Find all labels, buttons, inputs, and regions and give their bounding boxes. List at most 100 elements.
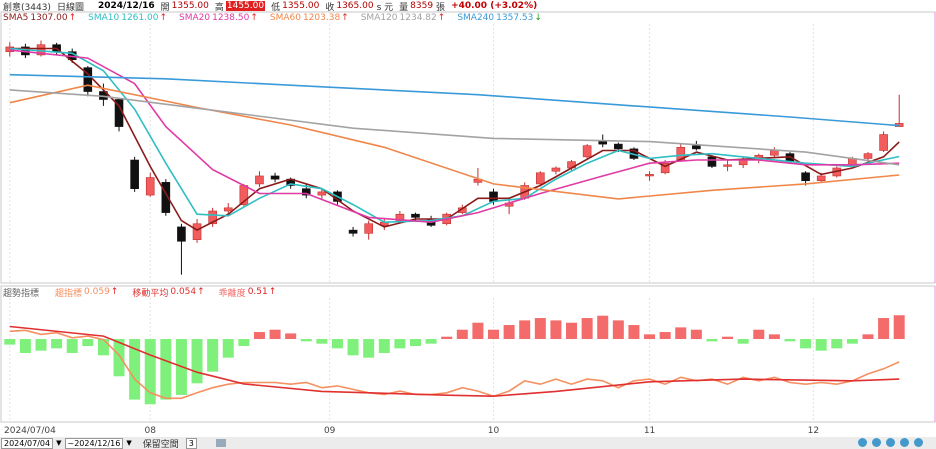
bar <box>331 339 343 349</box>
x-tick-label: 10 <box>488 426 500 436</box>
field-value: 1355.00 <box>171 1 209 11</box>
bar <box>394 339 406 349</box>
bar <box>566 322 578 340</box>
toolbar: 2024/07/04 ▼ ~2024/12/16 ▼ 保留空間 3 <box>1 437 226 449</box>
legend-name: SMA60 <box>269 13 301 23</box>
bar <box>722 336 734 340</box>
bar <box>800 339 812 349</box>
bar <box>768 334 780 340</box>
bar <box>300 339 312 342</box>
nav-button[interactable] <box>872 438 881 447</box>
header: 創意(3443) 日線圖 2024/12/16 開 1355.00 高 1455.00 低 13… <box>3 0 538 13</box>
legend-trend: ↑ <box>159 13 167 23</box>
x-tick-label: 09 <box>324 426 336 436</box>
legend-value: 1357.53 <box>496 13 534 23</box>
bar <box>269 329 281 340</box>
field-label: 收 <box>325 2 335 13</box>
legend-value: 0.059 <box>84 287 110 297</box>
bar <box>51 339 63 349</box>
x-tick-label: 12 <box>808 426 819 436</box>
legend-value: 1203.38 <box>302 13 341 23</box>
bar <box>19 339 31 354</box>
bar <box>472 322 484 340</box>
bar <box>253 332 265 340</box>
line-series <box>9 84 900 200</box>
legend-trend: ↑ <box>250 13 258 23</box>
bar <box>409 339 421 347</box>
bar <box>4 339 16 345</box>
end-date[interactable]: ~2024/12/16 <box>64 437 124 449</box>
tool-icon[interactable] <box>215 439 226 447</box>
field-value: 1365.00 <box>336 1 374 11</box>
bar <box>488 329 500 340</box>
x-tick-label: 11 <box>644 426 655 436</box>
bar <box>129 339 141 400</box>
dropdown-arrow[interactable]: ▼ <box>56 439 62 447</box>
bar <box>690 329 702 340</box>
dropdown-arrow[interactable]: ▼ <box>126 439 132 447</box>
legend-trend: ↓ <box>534 13 542 23</box>
line-series <box>9 89 900 166</box>
candle-body <box>255 175 264 185</box>
indicator-panel <box>0 285 936 423</box>
candle-body <box>770 150 779 156</box>
bar <box>347 339 359 356</box>
candle-body <box>723 164 732 167</box>
bar <box>35 339 47 351</box>
line-series <box>9 73 900 127</box>
field-label: 低 <box>271 2 281 13</box>
bar <box>815 339 827 351</box>
bar <box>862 334 874 340</box>
legend-name: SMA10 <box>88 13 120 23</box>
nav-button[interactable] <box>858 438 867 447</box>
bar <box>878 318 890 340</box>
bar <box>222 339 234 358</box>
x-tick-label: 08 <box>145 426 157 436</box>
candle-body <box>270 175 280 180</box>
bar <box>784 339 796 342</box>
bar <box>644 334 656 340</box>
bar <box>612 320 624 340</box>
bar <box>285 333 297 340</box>
legend-name: SMA240 <box>457 13 495 23</box>
field-label: 開 <box>160 2 170 13</box>
legend-trend: ↑ <box>341 13 349 23</box>
change: +40.00 (+3.02%) <box>451 1 538 11</box>
reserve-input[interactable]: 3 <box>185 437 197 449</box>
candle-body <box>83 67 93 92</box>
nav-button[interactable] <box>900 438 909 447</box>
candle-body <box>816 175 826 182</box>
field-value: 1355.00 <box>282 1 320 11</box>
bar <box>160 339 172 400</box>
candle-body <box>489 191 498 202</box>
volume-label: 量 <box>399 2 409 13</box>
bar <box>893 315 905 340</box>
legend-name: 乖離度 <box>218 288 246 299</box>
bar <box>659 332 671 340</box>
volume: 8359 <box>410 1 434 11</box>
candle-body <box>692 145 701 150</box>
nav-button[interactable] <box>886 438 895 447</box>
nav-button[interactable] <box>914 438 923 447</box>
candle-body <box>660 162 670 174</box>
candle-body <box>614 143 623 150</box>
candle-body <box>348 229 358 234</box>
bar <box>628 325 640 340</box>
ma-legend: SMA5 1307.00 ↑ SMA10 1261.00 ↑ SMA20 1238.50 ↑ SM… <box>3 12 548 24</box>
x-tick-label: 2024/07/04 <box>4 426 56 436</box>
candle-body <box>192 223 202 240</box>
candle-body <box>223 207 233 212</box>
candle-body <box>801 172 810 182</box>
bar <box>737 339 749 344</box>
start-date[interactable]: 2024/07/04 <box>1 437 54 449</box>
candle-body <box>317 191 327 196</box>
bar <box>550 320 562 340</box>
line-series <box>9 325 900 398</box>
candle-body <box>301 188 311 196</box>
bar <box>534 318 546 340</box>
bar <box>581 318 593 340</box>
candle-body <box>582 145 592 158</box>
period: 日線圖 <box>56 2 84 13</box>
legend-trend: ↑ <box>197 287 205 297</box>
stock-name: 創意(3443) <box>3 2 51 13</box>
